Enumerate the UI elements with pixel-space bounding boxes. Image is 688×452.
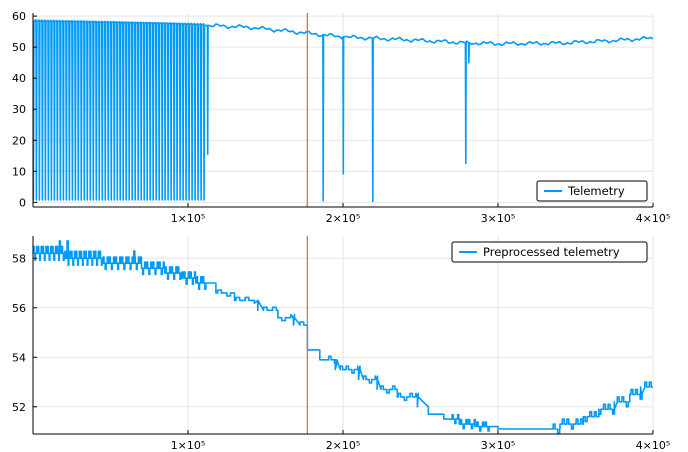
- legend-box: [451, 241, 648, 263]
- y-tick-label: 40: [12, 72, 26, 85]
- x-tick-label: 3×10⁵: [481, 212, 516, 225]
- x-tick-label: 2×10⁵: [326, 439, 361, 452]
- x-tick-label: 4×10⁵: [636, 439, 671, 452]
- series-line: [33, 19, 653, 203]
- x-tick-label: 2×10⁵: [326, 212, 361, 225]
- telemetry-panel: 1×10⁵ 2×10⁵ 3×10⁵ 4×10⁵ 0 10 20 30 40 50 60 Telemet…: [12, 10, 670, 225]
- y-tick-label: 52: [12, 401, 26, 414]
- y-tick-label: 0: [19, 196, 26, 209]
- x-tick-label: 1×10⁵: [171, 439, 206, 452]
- y-tick-label: 10: [12, 165, 26, 178]
- legend-label: Preprocessed telemetry: [483, 245, 620, 259]
- series-line: [33, 240, 653, 434]
- legend-label: Telemetry: [567, 184, 625, 198]
- legend-box: [536, 180, 648, 202]
- y-tick-label: 60: [12, 10, 26, 23]
- y-tick-label: 50: [12, 41, 26, 54]
- preprocessed-telemetry-panel: 1×10⁵ 2×10⁵ 3×10⁵ 4×10⁵ 52 54 56 58 Preprocessed…: [12, 236, 670, 452]
- x-tick-label: 4×10⁵: [636, 212, 671, 225]
- x-tick-label: 1×10⁵: [171, 212, 206, 225]
- x-tick-label: 3×10⁵: [481, 439, 516, 452]
- y-tick-label: 56: [12, 302, 26, 315]
- y-tick-label: 58: [12, 252, 26, 265]
- y-tick-label: 54: [12, 351, 26, 364]
- y-tick-label: 20: [12, 134, 26, 147]
- y-tick-label: 30: [12, 103, 26, 116]
